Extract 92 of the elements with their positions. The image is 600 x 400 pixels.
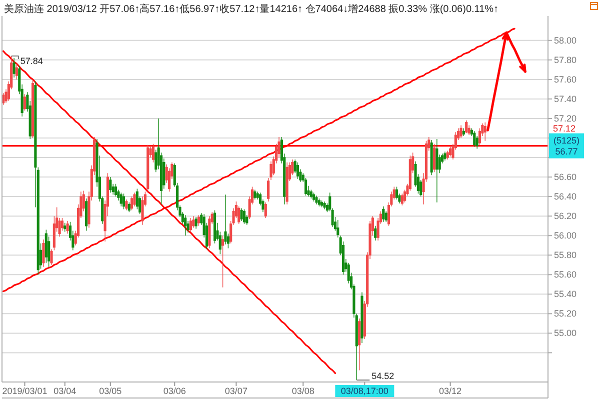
y-tick-label: 56.40: [554, 192, 577, 202]
candlestick: [484, 122, 486, 142]
candlestick: [136, 188, 138, 210]
candlestick: [462, 128, 465, 136]
y-tick-label: 56.20: [554, 211, 577, 222]
candlestick: [133, 192, 136, 207]
candlestick: [312, 192, 316, 202]
y-tick-label: 55.80: [554, 250, 577, 260]
x-tick-label: 03/08,17:00: [340, 386, 388, 396]
candlestick: [146, 144, 150, 192]
candlestick: [323, 201, 326, 210]
candlestick: [44, 229, 48, 264]
candlestick: [222, 235, 224, 288]
candlestick: [152, 144, 155, 163]
candlestick: [224, 194, 227, 245]
candlestick: [109, 176, 112, 194]
y-tick-label: 55.40: [554, 289, 577, 300]
text: (5125) 56.77: [553, 135, 580, 156]
candlestick: [85, 198, 88, 232]
candlestick: [125, 199, 128, 211]
candlestick: [460, 124, 462, 138]
y-tick-label: 55.00: [554, 328, 577, 338]
y-tick-label: 56.00: [554, 230, 577, 241]
text: 57.12: [553, 123, 576, 134]
candlestick: [286, 162, 288, 205]
candlestick: [50, 248, 53, 266]
candlestick: [192, 216, 195, 228]
x-tick-label: 03/05: [99, 386, 122, 396]
candlestick: [382, 206, 385, 222]
candlestick: [238, 206, 240, 224]
candlestick: [478, 128, 482, 146]
candlestick: [12, 58, 16, 78]
x-tick-label: 03/08: [292, 386, 314, 396]
candlestick: [296, 162, 300, 180]
x-tick-label: 2019/03/01: [2, 386, 48, 396]
annotation: 57.84: [20, 56, 43, 66]
candlestick: [194, 216, 198, 230]
candlestick: [213, 210, 216, 244]
candlestick: [267, 178, 270, 202]
candlestick: [128, 202, 130, 213]
y-tick-label: 58.00: [554, 35, 577, 46]
y-tick-label: 57.60: [554, 74, 577, 84]
candlestick: [408, 155, 412, 192]
candlestick: [318, 198, 320, 207]
candlestick: [432, 144, 436, 173]
candlestick: [315, 195, 318, 205]
candlestick: [120, 192, 122, 207]
candlestick: [208, 216, 211, 249]
candlestick: [189, 218, 192, 232]
annotation: 54.52: [372, 371, 394, 382]
candlestick: [15, 63, 18, 80]
y-tick-label: 55.20: [554, 308, 577, 319]
candlestick: [395, 186, 398, 200]
candlestick: [446, 150, 449, 160]
candlestick: [66, 220, 69, 234]
x-tick-label: 03/07: [224, 386, 248, 396]
candlestick: [31, 79, 34, 138]
candlestick: [374, 225, 377, 241]
candlestick: [468, 124, 470, 136]
candlestick: [114, 184, 118, 197]
x-tick-label: 03/06: [163, 386, 186, 396]
x-tick-label: 03/12: [439, 386, 462, 396]
candlestick: [264, 202, 267, 218]
candlestick: [184, 214, 187, 236]
candlestick: [400, 193, 404, 206]
candlestick: [242, 208, 246, 224]
y-tick-label: 57.40: [554, 94, 577, 104]
candlestick: [122, 193, 126, 210]
candlestick: [449, 146, 452, 157]
candlestick: [436, 138, 438, 203]
candlestick: [64, 222, 66, 232]
candlestick: [197, 214, 200, 226]
chart-title: 美原油连 2019/03/12 开57.06↑高57.16↑低56.97↑收57.12↑量14216↑ 仓74064↓增24688 振0.33% 涨(0.06)0.11%↑: [4, 3, 499, 15]
candlestick: [240, 208, 243, 222]
y-tick-label: 57.80: [554, 54, 577, 65]
candlestick: [360, 292, 364, 344]
candlestick: [310, 189, 312, 199]
x-tick-label: 03/04: [54, 386, 76, 396]
y-tick-label: 57.20: [554, 113, 577, 124]
candlestick: [254, 189, 256, 200]
y-tick-label: 56.60: [554, 172, 577, 182]
candlestick: [358, 318, 361, 371]
candlestick: [42, 239, 45, 268]
candlestick: [320, 200, 324, 208]
candlestick: [465, 120, 468, 134]
candlestick: [473, 130, 476, 148]
candlestick: [384, 210, 388, 222]
candlestick: [130, 196, 134, 211]
candlestick: [430, 140, 433, 176]
y-tick-label: 55.60: [554, 270, 577, 280]
candlestick: [444, 151, 446, 161]
candlestick: [23, 94, 26, 112]
